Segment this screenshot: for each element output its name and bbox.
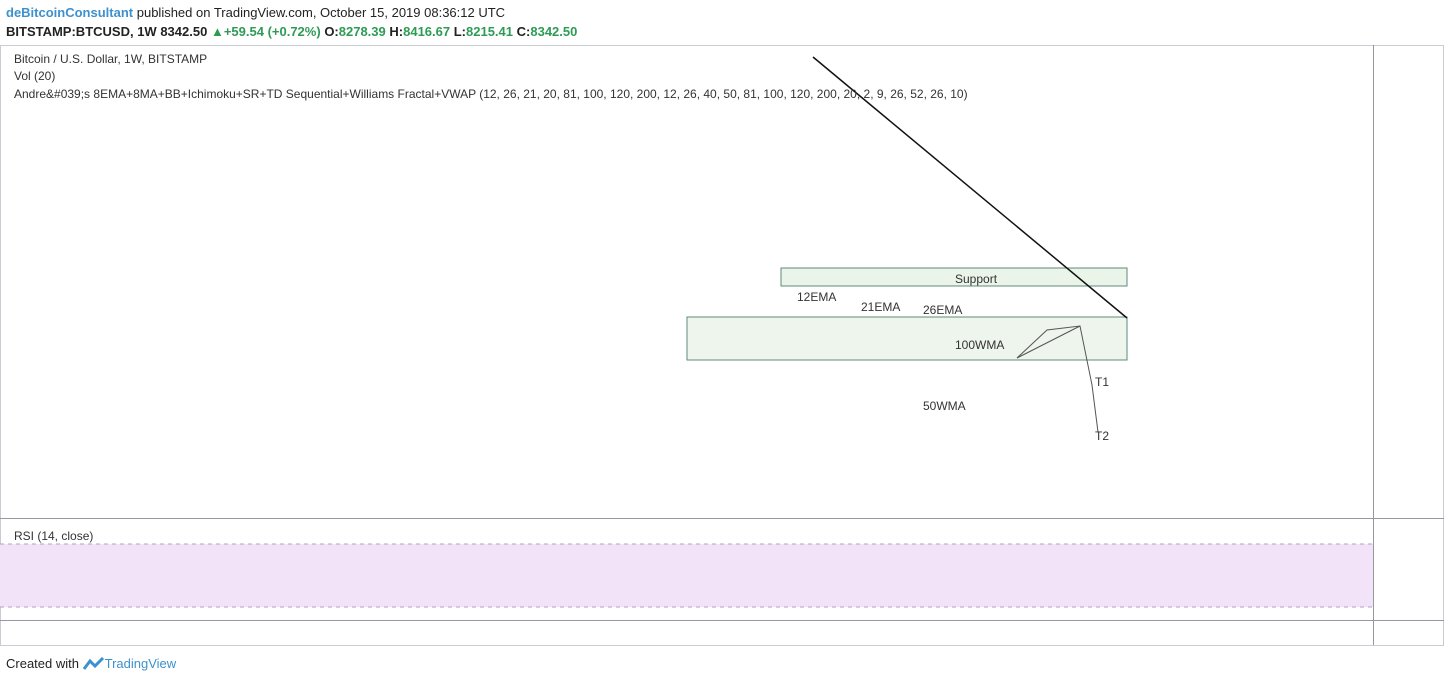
annotation: 26EMA xyxy=(923,303,962,317)
logo xyxy=(82,656,104,670)
annotation: Support xyxy=(955,272,998,286)
change: +59.54 (+0.72%) xyxy=(223,24,321,39)
h: 8416.67 xyxy=(403,24,451,39)
o-label: O: xyxy=(324,24,339,39)
range-zone xyxy=(686,316,1128,361)
chart: Support 12EMA 21EMA 26EMA 100WMA 50WMA T… xyxy=(0,45,1444,646)
legend-vol: Vol (20) xyxy=(14,69,55,83)
footer: Created with TradingView xyxy=(6,656,176,671)
h-label: H: xyxy=(389,24,404,39)
created: Created with xyxy=(6,656,79,671)
annotation: 21EMA xyxy=(861,300,900,314)
legend-indicators: Andre&#039;s 8EMA+8MA+BB+Ichimoku+SR+TD … xyxy=(14,87,968,101)
l: 8215.41 xyxy=(466,24,514,39)
annotation: 50WMA xyxy=(923,399,966,413)
header-line: deBitcoinConsultant published on Trading… xyxy=(6,3,577,22)
author[interactable]: deBitcoinConsultant xyxy=(6,5,134,20)
c-label: C: xyxy=(516,24,531,39)
symbol: BITSTAMP:BTCUSD, 1W xyxy=(6,24,157,39)
projection-path xyxy=(1016,325,1081,359)
brand[interactable]: TradingView xyxy=(104,656,177,671)
header: deBitcoinConsultant published on Trading… xyxy=(6,3,577,41)
l-label: L: xyxy=(453,24,467,39)
support-zone xyxy=(780,267,1128,287)
c: 8342.50 xyxy=(530,24,578,39)
annotation: 12EMA xyxy=(797,290,836,304)
legend-main: Bitcoin / U.S. Dollar, 1W, BITSTAMP xyxy=(14,52,207,66)
annotation: 100WMA xyxy=(955,338,1004,352)
annotation: T2 xyxy=(1095,429,1109,443)
o: 8278.39 xyxy=(338,24,386,39)
annotation: T1 xyxy=(1095,375,1109,389)
rsi-title: RSI (14, close) xyxy=(14,529,93,543)
published: published on TradingView.com, October 15… xyxy=(136,5,506,20)
header-line: BITSTAMP:BTCUSD, 1W 8342.50 ▲+59.54 (+0.… xyxy=(6,22,577,41)
rsi-band xyxy=(0,544,1373,607)
last: 8342.50 xyxy=(160,24,208,39)
up-arrow: ▲ xyxy=(210,24,224,39)
trendline xyxy=(812,56,1128,319)
